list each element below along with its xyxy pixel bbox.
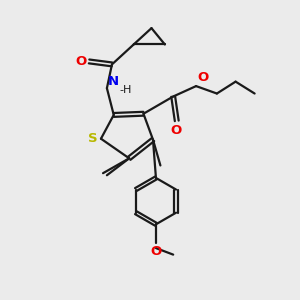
Text: O: O bbox=[198, 71, 209, 84]
Text: S: S bbox=[88, 132, 98, 145]
Text: O: O bbox=[75, 55, 87, 68]
Text: -H: -H bbox=[119, 85, 132, 95]
Text: N: N bbox=[108, 75, 119, 88]
Text: O: O bbox=[170, 124, 182, 137]
Text: O: O bbox=[150, 245, 162, 258]
